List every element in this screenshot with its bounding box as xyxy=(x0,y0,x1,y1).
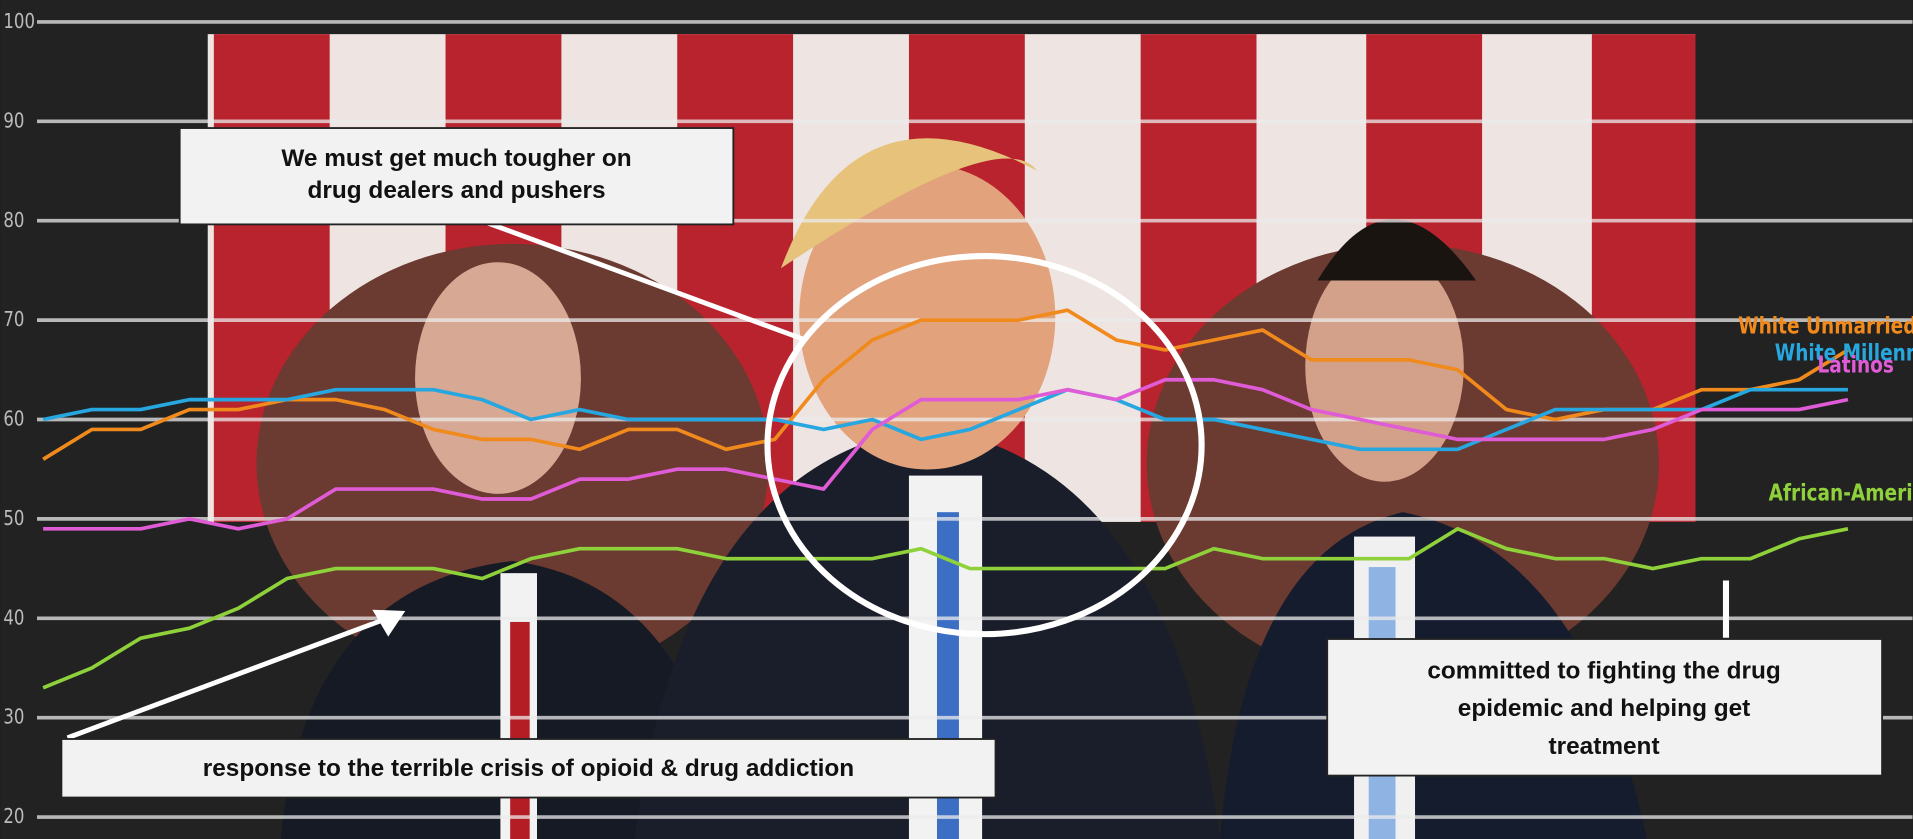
annotation-box xyxy=(178,127,735,226)
callouts xyxy=(60,127,1883,799)
y-tick-label: 50 xyxy=(3,507,24,530)
annotation-text: drug dealers and pushers xyxy=(308,177,606,204)
annotation-text: committed to fighting the drug xyxy=(1427,657,1780,684)
series-line xyxy=(42,308,1849,461)
highlight-circle xyxy=(764,253,1205,638)
y-tick-label: 20 xyxy=(3,805,24,828)
series-label: White Millennia xyxy=(1775,339,1913,366)
pointer-line xyxy=(487,220,804,342)
y-tick-label: 100 xyxy=(3,10,35,33)
annotation-box xyxy=(1326,638,1883,777)
y-tick-label: 30 xyxy=(3,706,24,729)
pointer-arrow xyxy=(66,614,392,741)
y-tick-label: 80 xyxy=(3,209,24,232)
annotation-text: We must get much tougher on xyxy=(281,145,631,172)
series-line xyxy=(42,387,1848,452)
series-line xyxy=(43,377,1849,531)
series-label: Latinos xyxy=(1817,351,1893,378)
annotation-text: treatment xyxy=(1549,733,1660,760)
annotation-text: epidemic and helping get xyxy=(1458,695,1751,722)
lines: White Unmarried WWhite MillenniaLatinos A… xyxy=(42,308,1913,690)
series-label: African-America xyxy=(1769,480,1913,507)
series-line xyxy=(42,526,1849,690)
series-label: White Unmarried W xyxy=(1738,312,1913,339)
arrow-head xyxy=(372,609,406,637)
annotation-text: response to the terrible crisis of opioi… xyxy=(203,755,854,782)
annotations: We must get much tougher on drug dealers … xyxy=(203,145,1781,782)
y-tick-label: 60 xyxy=(3,408,24,431)
y-tick-label: 40 xyxy=(3,607,24,630)
y-tick-label: 70 xyxy=(3,309,24,332)
y-tick-label: 90 xyxy=(3,110,24,133)
annotation-box xyxy=(60,738,997,799)
